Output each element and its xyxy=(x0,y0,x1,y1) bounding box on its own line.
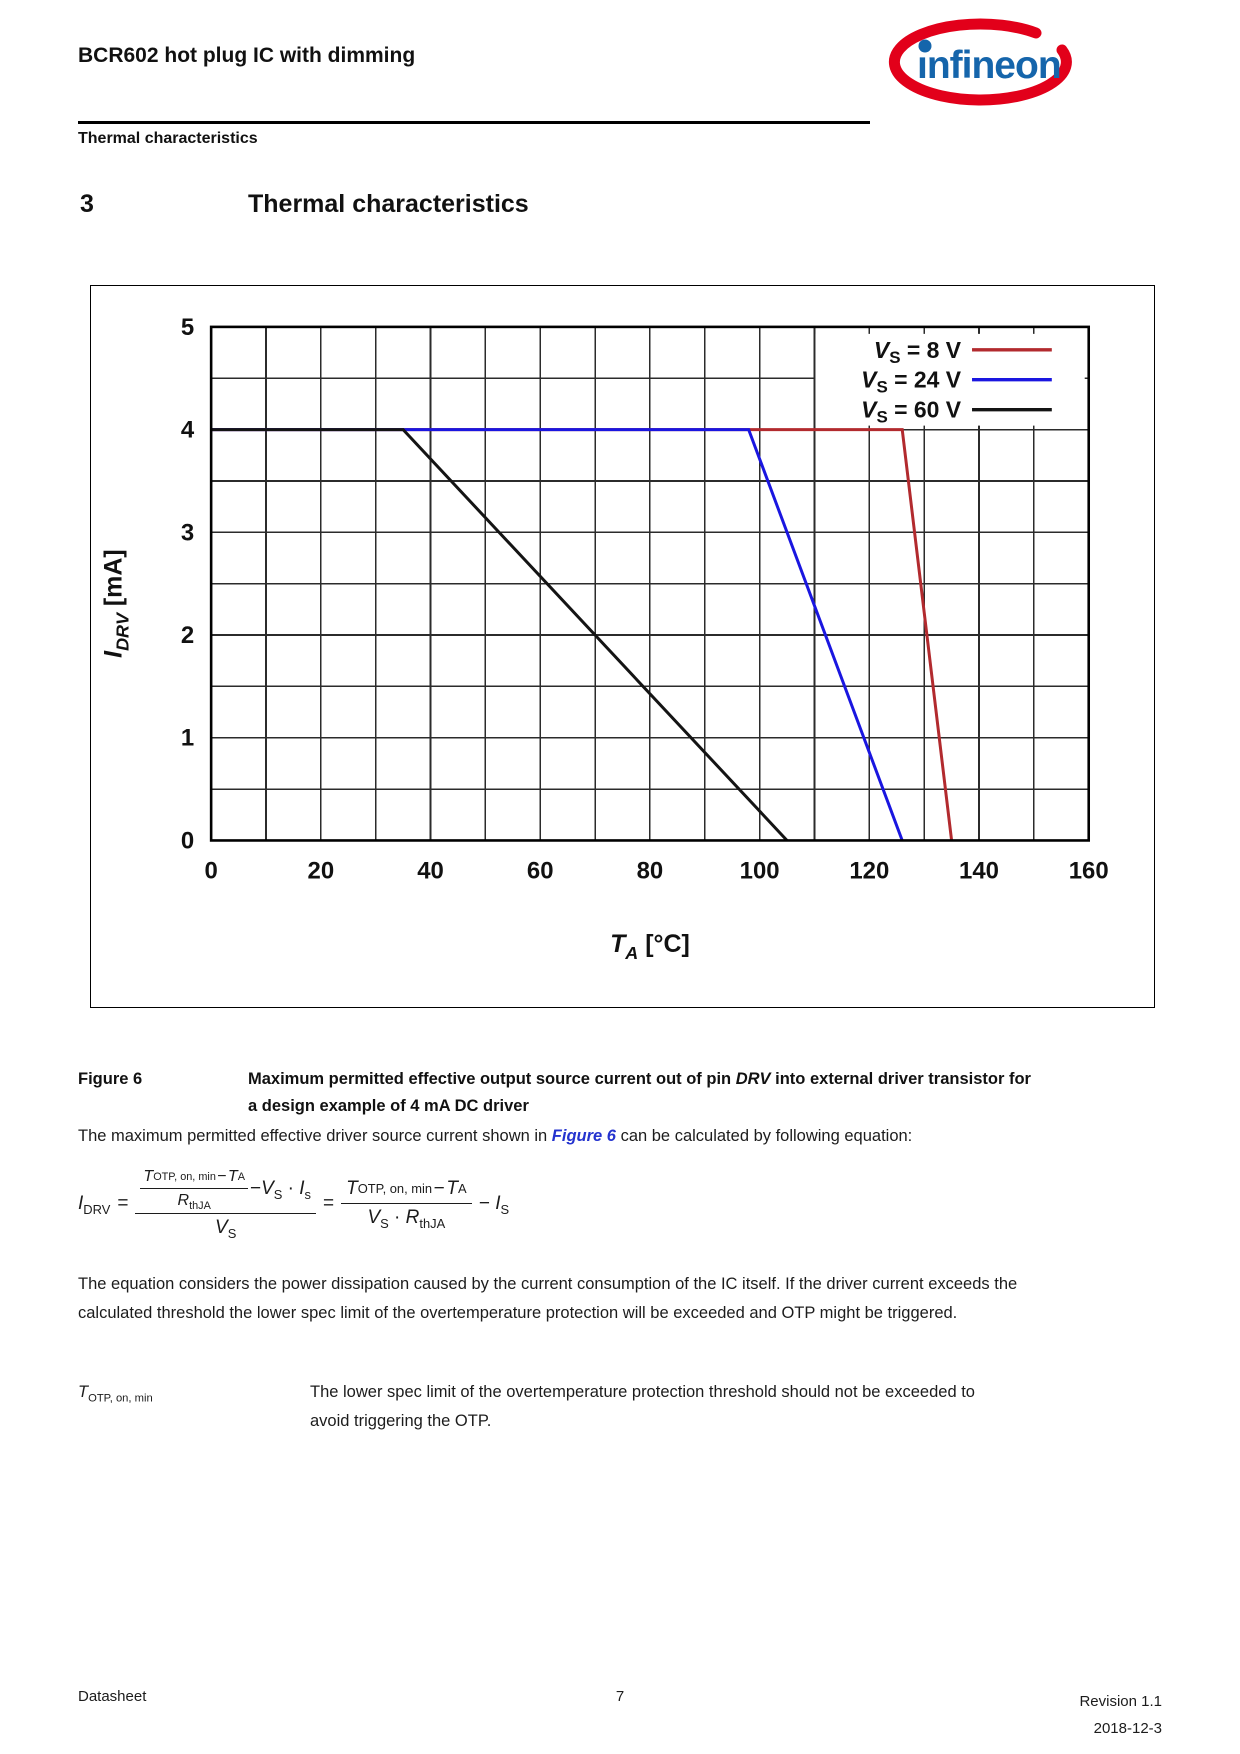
figure-caption: Figure 6 Maximum permitted effective out… xyxy=(78,1066,1078,1120)
logo-i-dot xyxy=(918,39,932,53)
footer-doc-type: Datasheet xyxy=(78,1688,147,1705)
term-symbol: TOTP, on, min xyxy=(78,1383,153,1405)
x-tick-label: 120 xyxy=(849,857,889,884)
figure6-link[interactable]: Figure 6 xyxy=(551,1127,616,1145)
header-rule xyxy=(78,121,870,124)
x-tick-label: 100 xyxy=(740,857,780,884)
chart-legend: VS = 8 VVS = 24 VVS = 60 V xyxy=(815,333,1085,427)
document-title: BCR602 hot plug IC with dimming xyxy=(78,44,416,67)
y-tick-label: 2 xyxy=(181,622,194,649)
x-tick-label: 140 xyxy=(959,857,999,884)
footer-revision-block: Revision 1.1 2018-12-3 xyxy=(1079,1688,1162,1742)
y-tick-label: 4 xyxy=(181,417,195,444)
x-tick-label: 0 xyxy=(204,857,217,884)
y-tick-label: 1 xyxy=(181,725,194,752)
x-axis-title: TA [°C] xyxy=(610,930,690,963)
section-title: Thermal characteristics xyxy=(248,190,529,218)
term-description: The lower spec limit of the overtemperat… xyxy=(310,1383,975,1430)
figure-box: VS = 8 V VS = 24 V VS = 60 V 0 20 40 60 80 100 12… xyxy=(90,285,1155,1008)
x-tick-label: 160 xyxy=(1069,857,1109,884)
y-tick-label: 3 xyxy=(181,519,194,546)
running-header: Thermal characteristics xyxy=(78,130,258,147)
x-tick-label: 40 xyxy=(417,857,444,884)
legend-label: VS = 60 V xyxy=(861,397,962,427)
legend-label: VS = 8 V xyxy=(874,337,962,367)
x-tick-label: 80 xyxy=(637,857,664,884)
figure-caption-text: Maximum permitted effective output sourc… xyxy=(248,1070,1031,1115)
footer-revision: Revision 1.1 xyxy=(1079,1693,1162,1710)
footer-page-number: 7 xyxy=(615,1688,625,1705)
paragraph-explanation: The equation considers the power dissipa… xyxy=(78,1275,1018,1322)
y-tick-label: 0 xyxy=(181,827,194,854)
figure6-chart: VS = 8 VVS = 24 VVS = 60 V0 20 40 60 80 100 12… xyxy=(99,314,1109,963)
y-tick-label: 5 xyxy=(181,314,194,341)
x-tick-label: 20 xyxy=(308,857,335,884)
term-definition-row: TOTP, on, min The lower spec limit of th… xyxy=(78,1378,1078,1436)
section-number: 3 xyxy=(80,190,94,218)
equals-sign: = xyxy=(117,1192,129,1214)
figure-caption-label: Figure 6 xyxy=(78,1070,143,1088)
infineon-logo: ınfineon xyxy=(888,18,1072,106)
logo-wordmark: ınfineon xyxy=(917,44,1061,87)
equation-tail: − IS xyxy=(478,1192,510,1217)
legend-label: VS = 24 V xyxy=(861,367,962,397)
x-tick-label: 60 xyxy=(527,857,554,884)
series-line-vs60v xyxy=(211,428,789,842)
chart-tick-labels: 0 20 40 60 80 100 120 140 160 0 1 2 3 4 5 xyxy=(181,314,1109,884)
equals-sign: = xyxy=(322,1192,335,1214)
y-axis-title: IDRV [mA] xyxy=(99,549,132,658)
logo-swoosh xyxy=(888,18,1072,106)
paragraph-intro: The maximum permitted effective driver s… xyxy=(78,1127,913,1145)
footer-date: 2018-12-3 xyxy=(1093,1720,1162,1737)
chart-frame xyxy=(209,325,1091,842)
equation-lhs: IDRV xyxy=(78,1192,111,1217)
